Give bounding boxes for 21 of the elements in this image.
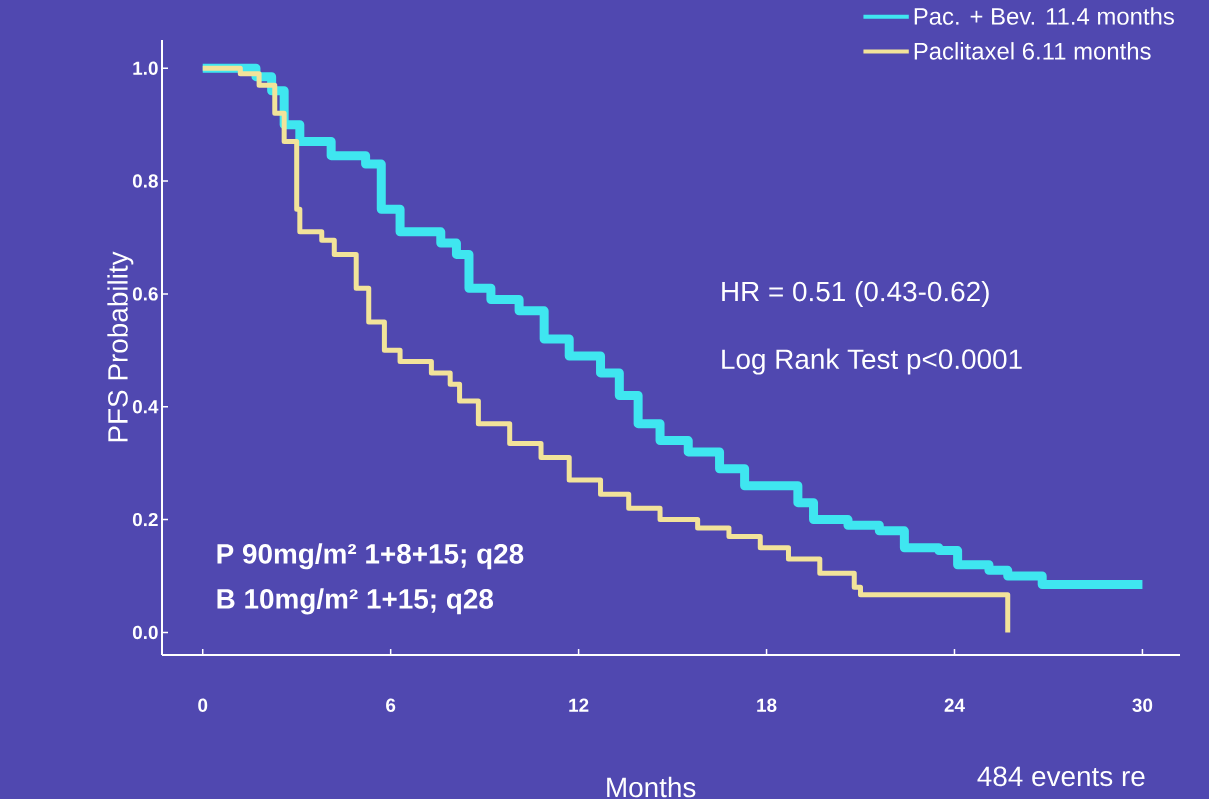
x-tick-label: 24 bbox=[944, 698, 965, 712]
legend-label: Pac. + Bev. 11.4 months bbox=[914, 7, 1174, 26]
annotation: HR = 0.51 (0.43-0.62) bbox=[722, 281, 989, 308]
y-tick-label: 0.2 bbox=[132, 513, 158, 527]
y-axis-title: PFS Probability bbox=[107, 251, 134, 442]
x-tick-label: 12 bbox=[569, 698, 589, 712]
x-tick-label: 6 bbox=[386, 698, 396, 713]
annotation: B 10mg/m² 1+15; q28 bbox=[217, 588, 494, 615]
y-tick-label: 0.6 bbox=[132, 287, 158, 301]
x-axis-title: Months bbox=[607, 777, 696, 798]
legend-label: Paclitaxel 6.11 months bbox=[914, 42, 1151, 60]
y-tick-label: 0.8 bbox=[132, 174, 158, 188]
y-tick-label: 0.0 bbox=[132, 625, 158, 640]
annotation: Log Rank Test p<0.0001 bbox=[722, 348, 1022, 375]
x-tick-label: 18 bbox=[757, 698, 777, 713]
y-tick-label: 1.0 bbox=[133, 61, 158, 76]
annotation: P 90mg/m² 1+8+15; q28 bbox=[217, 543, 524, 570]
x-tick-label: 30 bbox=[1132, 698, 1153, 713]
y-tick-label: 0.4 bbox=[132, 400, 159, 414]
x-tick-label: 0 bbox=[198, 698, 208, 713]
text: 484 events re bbox=[977, 766, 1145, 787]
